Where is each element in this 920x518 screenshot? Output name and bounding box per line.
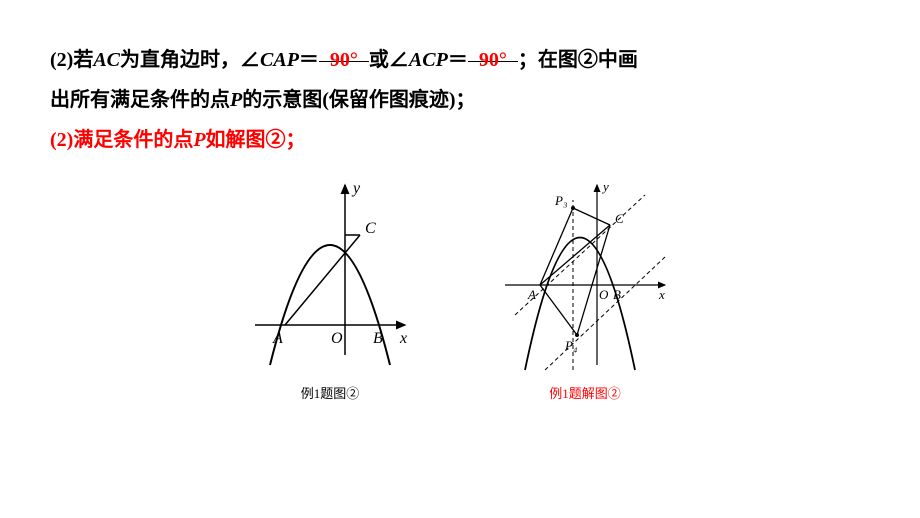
figure-1: y x O A B C 例1题图②: [245, 175, 415, 402]
text-part: 或∠: [369, 49, 409, 71]
label-y: y: [601, 179, 609, 194]
answer-line: (2)满足条件的点P如解图②；: [50, 120, 870, 160]
parabola: [525, 238, 635, 371]
var-cap: CAP: [260, 49, 299, 71]
answer-blank-2: 90°: [468, 40, 518, 62]
figures-row: y x O A B C 例1题图②: [50, 175, 870, 402]
text-part: 如解图②；: [206, 129, 306, 151]
label-c: C: [365, 220, 376, 237]
line-cp4: [577, 225, 610, 335]
label-y: y: [351, 180, 361, 197]
label-p4: P₄: [564, 338, 578, 353]
figure-2: y x O A B C P₃ P₄ 例1题解图②: [495, 175, 675, 402]
problem-line-2: 出所有满足条件的点P的示意图(保留作图痕迹)；: [50, 80, 870, 120]
text-part: 出所有满足条件的点: [50, 89, 230, 111]
figure-2-svg: y x O A B C P₃ P₄: [495, 175, 675, 375]
label-x: x: [658, 287, 665, 302]
line-p3c: [573, 208, 610, 225]
label-b: B: [613, 287, 621, 302]
label-o: O: [331, 330, 343, 347]
label-a: A: [527, 287, 536, 302]
text-part: (2)若: [50, 49, 93, 71]
text-part: ＝: [448, 49, 468, 71]
text-part: (2)满足条件的点: [50, 129, 193, 151]
label-o: O: [599, 287, 609, 302]
point-p3: [571, 206, 575, 210]
figure-1-caption: 例1题图②: [301, 383, 360, 402]
figure-2-caption: 例1题解图②: [549, 383, 621, 402]
label-a: A: [272, 330, 283, 347]
line-ap4: [540, 285, 577, 335]
problem-line-1: (2)若AC为直角边时，∠CAP＝90°或∠ACP＝90°；在图②中画: [50, 40, 870, 80]
var-acp: ACP: [409, 49, 448, 71]
var-p: P: [193, 129, 205, 151]
point-p4: [575, 333, 579, 337]
var-ac: AC: [93, 49, 120, 71]
label-b: B: [373, 330, 383, 347]
text-part: ＝: [299, 49, 319, 71]
figure-1-svg: y x O A B C: [245, 175, 415, 375]
label-x: x: [399, 330, 407, 347]
dash-line-2: [545, 257, 665, 370]
var-p: P: [230, 89, 242, 111]
parabola: [270, 245, 390, 365]
answer-blank-1: 90°: [319, 40, 369, 62]
label-p3: P₃: [554, 193, 567, 208]
text-part: 的示意图(保留作图痕迹)；: [242, 89, 475, 111]
label-c: C: [615, 211, 624, 226]
line-ac: [285, 235, 360, 325]
text-part: ；在图②中画: [518, 49, 638, 71]
text-part: 为直角边时，∠: [120, 49, 260, 71]
line-ap3: [540, 208, 573, 285]
